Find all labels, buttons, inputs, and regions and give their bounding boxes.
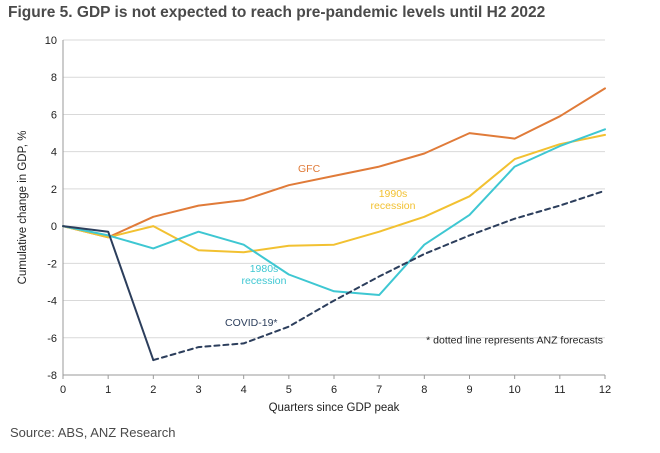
series-line-gfc	[62, 87, 606, 239]
y-tick-label: -6	[47, 333, 57, 345]
series-label-line: recession	[371, 200, 416, 212]
x-tick-label: 10	[509, 384, 521, 396]
x-tick-label: 5	[286, 384, 292, 396]
series-label-line: 1990s	[379, 188, 408, 200]
series-label-line: COVID-19*	[225, 317, 278, 329]
x-tick-label: 0	[60, 384, 66, 396]
y-tick-label: 8	[51, 72, 57, 84]
source-note: Source: ABS, ANZ Research	[10, 425, 176, 440]
y-tick-label: 6	[51, 109, 57, 121]
series-label-gfc: GFC	[298, 163, 321, 175]
x-tick-label: 9	[466, 384, 472, 396]
series-label-1990s-recession: 1990s recession	[371, 188, 416, 212]
x-tick-label: 7	[376, 384, 382, 396]
y-axis-title: Cumulative change in GDP, %	[17, 131, 29, 285]
x-tick-label: 6	[331, 384, 337, 396]
series-label-line: GFC	[298, 163, 321, 175]
y-tick-label: 2	[51, 184, 57, 196]
x-tick-label: 4	[241, 384, 247, 396]
forecast-note: * dotted line represents ANZ forecasts	[426, 335, 603, 347]
series-lines	[62, 87, 606, 362]
x-tick-label: 2	[150, 384, 156, 396]
y-tick-label: 4	[51, 147, 57, 159]
y-tick-label: 10	[45, 35, 57, 47]
series-label-line: recession	[242, 275, 287, 287]
series-line-1980s-recession	[62, 128, 606, 296]
x-tick-label: 11	[554, 384, 565, 396]
series-line-covid-19-actual	[62, 225, 155, 362]
series-line-covid-19-forecast	[152, 189, 606, 362]
series-label-line: 1980s	[250, 263, 279, 275]
x-tick-label: 8	[421, 384, 427, 396]
y-tick-label: 0	[51, 221, 57, 233]
x-axis-title: Quarters since GDP peak	[269, 402, 400, 414]
figure-title: Figure 5. GDP is not expected to reach p…	[8, 4, 546, 21]
axes	[62, 40, 606, 379]
y-tick-label: -8	[47, 370, 57, 382]
series-label-covid-19-forecast: COVID-19*	[225, 317, 278, 329]
x-tick-label: 1	[105, 384, 111, 396]
series-label-1980s-recession: 1980s recession	[242, 263, 287, 287]
x-tick-label: 3	[195, 384, 201, 396]
x-tick-label: 12	[599, 384, 611, 396]
y-tick-label: -4	[47, 296, 57, 308]
y-tick-label: -2	[47, 258, 57, 270]
gridlines	[63, 39, 605, 376]
series-line-1990s-recession	[62, 133, 606, 254]
